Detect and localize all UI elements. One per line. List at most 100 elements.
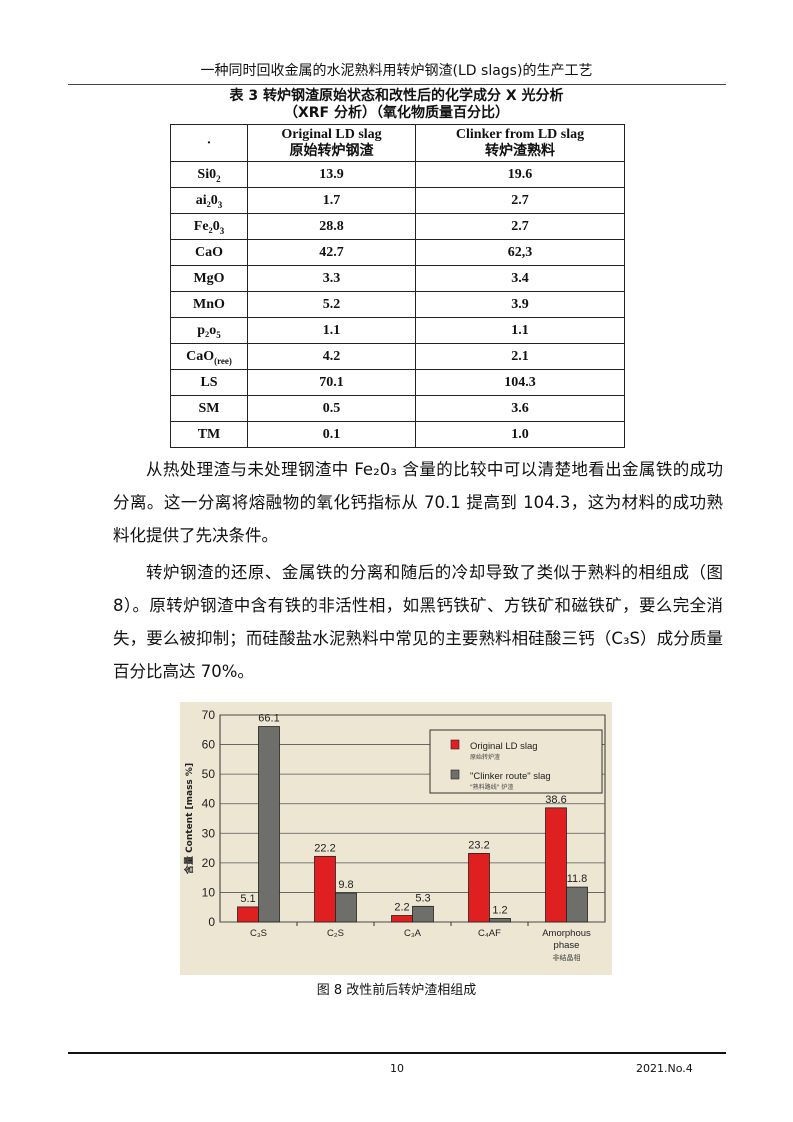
oxide-subscript: 3 (219, 225, 225, 236)
bar-original (545, 807, 567, 923)
clinker-value: 2.1 (415, 343, 625, 370)
clinker-value: 3.9 (415, 291, 625, 318)
x-tick-label: Amorphous (542, 928, 591, 939)
oxide-name: MgO (193, 270, 225, 286)
oxide-name: CaO (186, 348, 215, 364)
data-label: 9.8 (338, 879, 353, 891)
original-value: 0.1 (247, 421, 416, 448)
figure-caption: 图 8 改性前后转炉渣相组成 (316, 983, 477, 998)
table-row: ai₂03 1.7 2.7 (170, 187, 625, 214)
table-caption-sub: （XRF 分析）（氧化物质量百分比） (283, 105, 509, 121)
oxide-name: p₂o (197, 322, 217, 338)
table-row: p₂o5 1.1 1.1 (170, 317, 625, 344)
legend-swatch (450, 739, 460, 750)
oxide-subscript: (ree) (214, 355, 232, 366)
data-label: 22.2 (314, 842, 335, 854)
table-row: MgO 3.3 3.4 (170, 265, 625, 292)
oxide-cell: MgO (170, 265, 248, 292)
original-value: 1.7 (247, 187, 416, 214)
table-caption: 表 3 转炉钢渣原始状态和改性后的化学成分 X 光分析 (229, 88, 564, 104)
oxide-cell: Si02 (170, 161, 248, 188)
clinker-value: 1.1 (415, 317, 625, 344)
oxide-cell: SM (170, 395, 248, 422)
x-tick-label: C₃S (250, 928, 267, 939)
original-value: 13.9 (247, 161, 416, 188)
original-value: 70.1 (247, 369, 416, 396)
oxide-cell: p₂o5 (170, 317, 248, 344)
x-tick-label: C₄AF (478, 928, 501, 939)
x-tick-label: C₃A (404, 928, 422, 939)
paragraph-1: 从热处理渣与未处理钢渣中 Fe₂0₃ 含量的比较中可以清楚地看出金属铁的成功分离… (113, 460, 723, 545)
table-row: CaO 42.7 62,3 (170, 239, 625, 266)
oxide-name: CaO (195, 244, 223, 260)
chart-svg: 0 10 20 30 40 50 60 70 含量 Content [mass %] 5.1 66.… (183, 708, 606, 962)
corner-cell: · (170, 124, 248, 162)
clinker-value: 3.4 (415, 265, 625, 292)
data-label: 2.2 (394, 901, 409, 913)
table-row: SM 0.5 3.6 (170, 395, 625, 422)
data-label: 38.6 (545, 794, 566, 806)
phase-composition-chart: 0 10 20 30 40 50 60 70 含量 Content [mass %] 5.1 66.… (180, 702, 612, 975)
oxide-name: ai₂0 (195, 192, 218, 208)
oxide-subscript: 2 (216, 173, 221, 184)
bar-clinker (489, 918, 511, 923)
clinker-value: 1.0 (415, 421, 625, 448)
legend-label: Original LD slag (470, 741, 538, 752)
original-value: 0.5 (247, 395, 416, 422)
legend-box (429, 729, 603, 794)
oxide-cell: MnO (170, 291, 248, 318)
col-cn: 原始转炉钢渣 (289, 144, 374, 159)
legend-swatch (450, 769, 460, 780)
legend-label-cn: "熟料路线" 炉渣 (470, 783, 513, 791)
bar-original (237, 906, 259, 923)
running-title: 一种同时回收金属的水泥熟料用转炉钢渣(LD slags)的生产工艺 (200, 63, 593, 79)
data-label: 5.3 (415, 892, 430, 904)
oxide-name: Fe₂0 (193, 218, 220, 234)
issue-label: 2021.No.4 (636, 1062, 693, 1075)
oxide-name: TM (197, 426, 221, 442)
original-value: 4.2 (247, 343, 416, 370)
clinker-value: 2.7 (415, 187, 625, 214)
y-tick-label: 40 (202, 797, 216, 811)
table-row: CaO(ree) 4.2 2.1 (170, 343, 625, 370)
data-label: 1.2 (492, 904, 507, 916)
oxide-name: MnO (193, 296, 225, 312)
bar-original (468, 852, 490, 923)
table-row: MnO 5.2 3.9 (170, 291, 625, 318)
y-tick-label: 70 (202, 708, 216, 722)
oxide-cell: CaO(ree) (170, 343, 248, 370)
x-tick-label: C₂S (327, 928, 344, 939)
paragraph-2: 转炉钢渣的还原、金属铁的分离和随后的冷却导致了类似于熟料的相组成（图 8）。原转… (113, 563, 723, 681)
original-value: 28.8 (247, 213, 416, 240)
data-label: 11.8 (567, 873, 588, 885)
y-tick-label: 20 (202, 856, 216, 870)
legend-label: "Clinker route" slag (470, 771, 551, 782)
table-row: LS 70.1 104.3 (170, 369, 625, 396)
col-en: Original LD slag (281, 127, 382, 142)
table-row: Si02 13.9 19.6 (170, 161, 625, 188)
clinker-value: 62,3 (415, 239, 625, 266)
col-header-original: Original LD slag 原始转炉钢渣 (247, 124, 416, 162)
y-tick-label: 0 (208, 915, 215, 929)
bar-clinker (412, 905, 434, 923)
data-label: 5.1 (240, 893, 255, 905)
col-en: Clinker from LD slag (455, 127, 585, 142)
y-tick-label: 10 (202, 885, 216, 899)
footer-rule (68, 1052, 726, 1054)
oxide-subscript: 3 (217, 199, 223, 210)
oxide-name: LS (200, 374, 218, 390)
clinker-value: 2.7 (415, 213, 625, 240)
legend-label-cn: 原始转炉渣 (470, 753, 500, 761)
data-label: 66.1 (258, 713, 279, 725)
y-tick-label: 30 (202, 826, 216, 840)
x-tick-note: 非结晶相 (553, 953, 581, 962)
oxide-cell: CaO (170, 239, 248, 266)
table-row: Fe₂03 28.8 2.7 (170, 213, 625, 240)
y-axis-label: 含量 Content [mass %] (183, 763, 195, 875)
y-tick-label: 60 (202, 738, 216, 752)
bar-original (391, 915, 413, 923)
bar-clinker (258, 726, 280, 923)
table-row: TM 0.1 1.0 (170, 421, 625, 448)
original-value: 1.1 (247, 317, 416, 344)
